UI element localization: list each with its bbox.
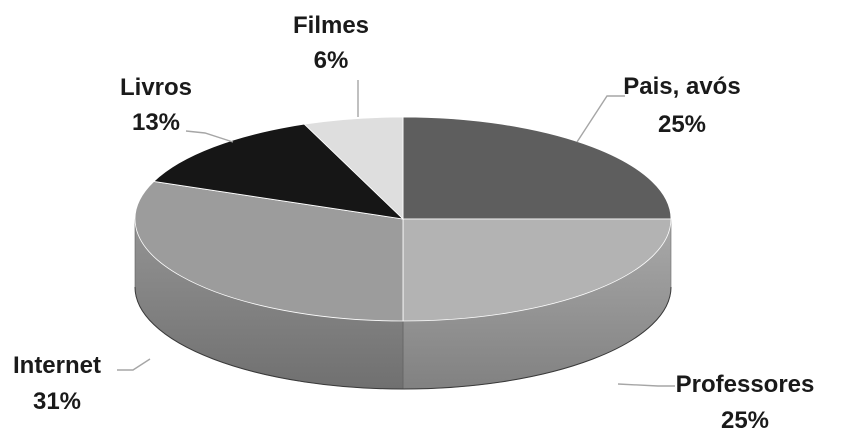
pie-slice-internet	[134, 181, 404, 322]
slice-percent-internet: 31%	[33, 388, 81, 415]
leader-line-pais-avos	[576, 95, 625, 143]
leader-line-internet	[117, 358, 151, 371]
leader-line-livros	[185, 130, 234, 143]
slice-percent-pais-avos: 25%	[658, 111, 706, 138]
pie-slice-livros	[152, 123, 405, 220]
slice-label-internet: Internet	[13, 352, 101, 379]
slice-percent-filmes: 6%	[314, 47, 349, 74]
slice-label-pais-avos: Pais, avós	[623, 73, 740, 100]
slice-label-livros: Livros	[120, 74, 192, 101]
leader-line-professores	[617, 383, 675, 387]
slice-percent-professores: 25%	[721, 407, 769, 434]
pie-slice-filmes	[303, 116, 404, 220]
slice-label-filmes: Filmes	[293, 12, 369, 39]
slice-label-professores: Professores	[676, 371, 815, 398]
pie-slice-professores	[402, 218, 672, 322]
pie-slice-pais-avos	[402, 116, 672, 220]
pie-bottom-rim	[134, 286, 672, 390]
pie-side-walls	[134, 218, 672, 390]
data-labels: Pais, avós 25% Professores 25% Internet 31% Li…	[13, 12, 814, 434]
pie-top-faces	[134, 116, 672, 322]
slice-percent-livros: 13%	[132, 109, 180, 136]
